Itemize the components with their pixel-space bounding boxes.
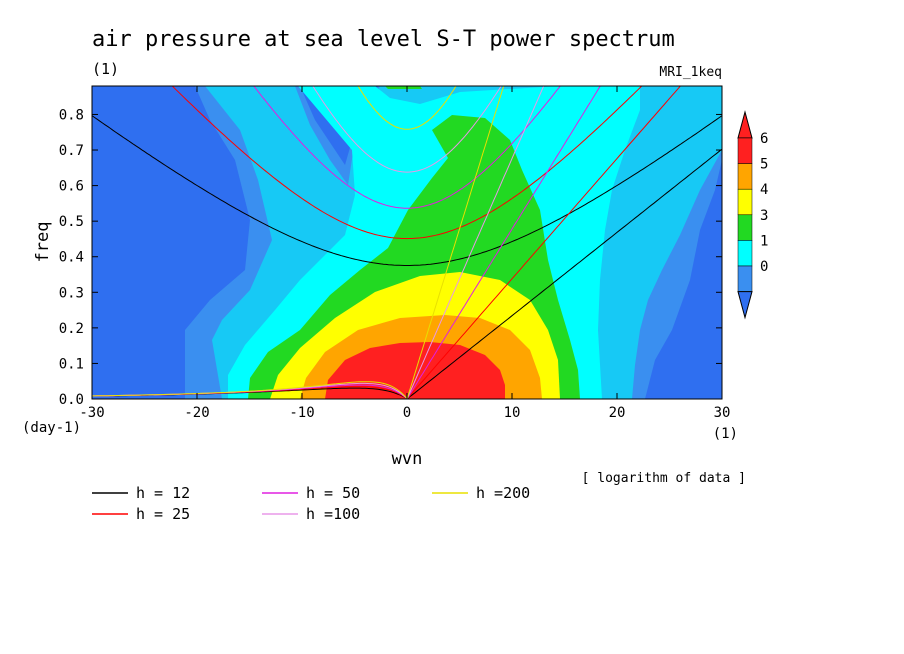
y-tick-label: 0.1 xyxy=(59,356,84,372)
x-tick-label: 20 xyxy=(609,405,626,421)
dispersion-curves xyxy=(92,86,722,399)
colorbar-segment xyxy=(737,188,753,216)
dispersion-curve-h12 xyxy=(406,148,722,399)
dispersion-curve-h200 xyxy=(406,86,505,399)
dispersion-curve-h12 xyxy=(92,115,722,266)
model-label: MRI_1keq xyxy=(659,65,722,80)
colorbar-label: 1 xyxy=(760,233,768,249)
contour-level-7 xyxy=(325,342,505,399)
colorbar: 6 5 4 3 1 0 xyxy=(737,110,768,320)
dispersion-curve-h25 xyxy=(171,86,643,240)
y-tick-label: 0.3 xyxy=(59,285,84,301)
x-tick-label: -10 xyxy=(289,405,314,421)
y-axis-unit: (day-1) xyxy=(22,420,81,436)
dispersion-curve-h100 xyxy=(406,86,545,399)
data-note: [ logarithm of data ] xyxy=(582,471,746,486)
y-tick-label: 0.7 xyxy=(59,143,84,159)
x-tick-label: 10 xyxy=(504,405,521,421)
colorbar-segment xyxy=(737,137,753,164)
dispersion-curve-h200 xyxy=(92,381,408,399)
legend: h = 12 h = 25 h = 50 h =100 h =200 xyxy=(92,484,530,523)
colorbar-arrow-top xyxy=(737,110,753,139)
x-axis: -30 -20 -10 0 10 20 30 xyxy=(79,86,730,421)
legend-label-h25: h = 25 xyxy=(136,505,190,523)
x-tick-label: 30 xyxy=(714,405,731,421)
dispersion-curve-h100 xyxy=(312,86,502,173)
legend-label-h100: h =100 xyxy=(306,505,360,523)
colorbar-arrow-bottom xyxy=(737,291,753,320)
dispersion-curve-h25 xyxy=(406,86,682,399)
chart-title: air pressure at sea level S-T power spec… xyxy=(92,27,675,52)
y-tick-label: 0.4 xyxy=(59,250,84,266)
y-tick-label: 0.2 xyxy=(59,321,84,337)
legend-label-h50: h = 50 xyxy=(306,484,360,502)
y-tick-label: 0.0 xyxy=(59,392,84,408)
colorbar-label: 3 xyxy=(760,208,768,224)
legend-label-h200: h =200 xyxy=(476,484,530,502)
colorbar-label: 6 xyxy=(760,131,768,147)
colorbar-segment xyxy=(737,240,753,267)
y-axis-label: freq xyxy=(33,222,53,263)
y-tick-label: 0.5 xyxy=(59,214,84,230)
colorbar-segment xyxy=(737,214,753,241)
x-axis-label: wvn xyxy=(392,449,423,469)
x-tick-label: -30 xyxy=(79,405,104,421)
colorbar-label: 5 xyxy=(760,157,768,173)
x-tick-label: 0 xyxy=(403,405,411,421)
colorbar-label: 0 xyxy=(760,259,768,275)
y-tick-label: 0.6 xyxy=(59,179,84,195)
y-tick-label: 0.8 xyxy=(59,107,84,123)
y-axis: 0.0 0.1 0.2 0.3 0.4 0.5 0.6 0.7 0.8 xyxy=(59,107,722,408)
colorbar-segment xyxy=(737,163,753,190)
dispersion-curve-h50 xyxy=(253,86,561,209)
contour-level-top-patch xyxy=(385,86,422,89)
unit-label: (1) xyxy=(92,60,119,78)
colorbar-segment xyxy=(737,265,753,292)
colorbar-label: 4 xyxy=(760,182,768,198)
legend-label-h12: h = 12 xyxy=(136,484,190,502)
x-tick-label: -20 xyxy=(184,405,209,421)
contour-field xyxy=(92,86,722,399)
dispersion-curve-h200 xyxy=(357,86,457,130)
dispersion-curve-h50 xyxy=(406,86,601,399)
x-axis-unit: (1) xyxy=(713,426,738,442)
